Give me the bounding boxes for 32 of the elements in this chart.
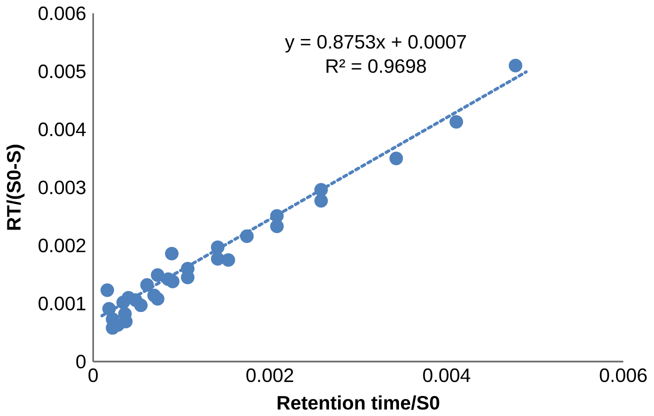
x-tick-label: 0 [88,368,98,382]
point [450,114,464,128]
y-tick-label: 0.001 [38,296,86,310]
y-tick-label: 0.004 [38,122,86,136]
x-axis-title: Retention time/S0 [278,395,440,410]
x-tick-label: 0.004 [423,368,470,382]
y-axis-title: RT/(S0-S) [6,144,25,230]
point [270,219,284,233]
point [100,283,114,297]
y-tick-label: 0.006 [38,6,86,20]
point [210,240,225,254]
point [164,246,179,260]
point [240,229,254,243]
point [389,151,404,166]
point [150,268,164,282]
y-tick-label: 0.003 [38,180,86,194]
point [140,278,154,292]
x-tick-label: 0.002 [246,368,294,382]
point [166,274,180,288]
annotation: R² = 0.9698 [326,59,426,73]
point [222,253,236,267]
y-tick-label: 0.002 [38,238,86,252]
point [116,295,130,309]
point [147,288,161,302]
y-tick-label: 0 [76,354,86,368]
y-tick-label: 0.005 [38,64,86,78]
point [314,182,328,196]
annotation: y = 0.8753x + 0.0007 [284,34,466,52]
x-tick-label: 0.006 [600,368,647,382]
point [314,194,328,208]
point [508,58,522,72]
point [102,302,116,316]
